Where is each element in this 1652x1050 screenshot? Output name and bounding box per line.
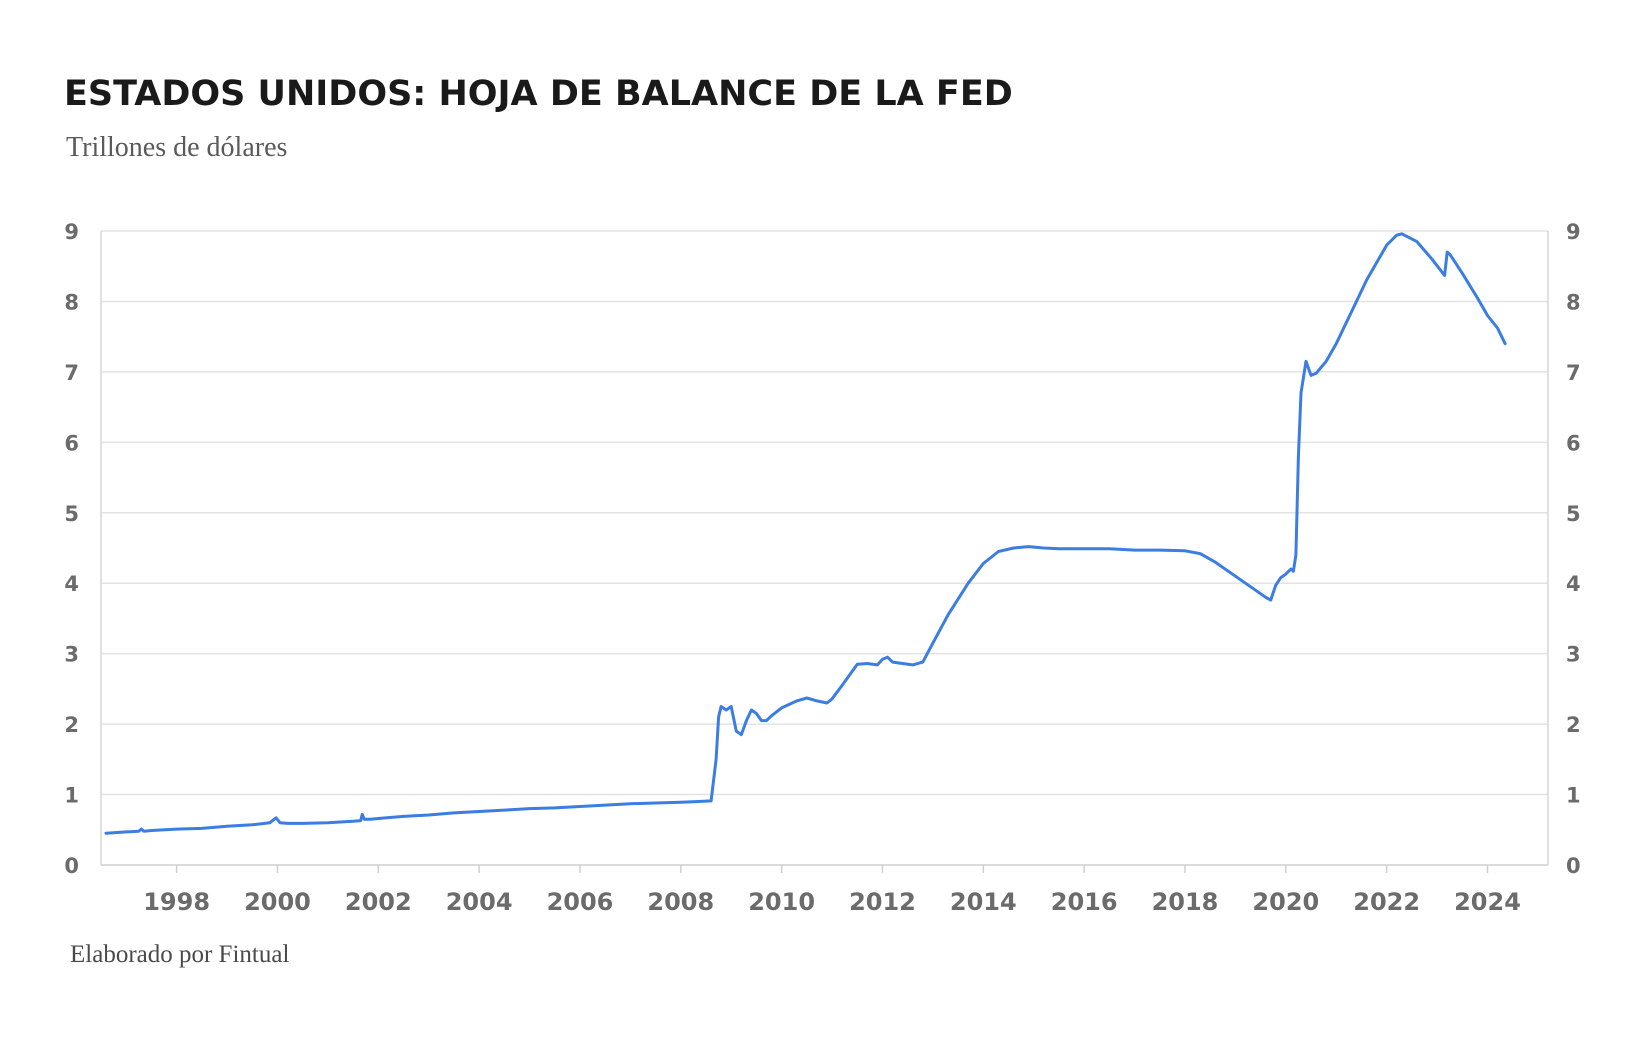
x-tick-label: 2024 xyxy=(1454,888,1521,916)
x-tick-label: 2020 xyxy=(1252,888,1319,916)
x-tick-label: 2010 xyxy=(748,888,815,916)
y-tick-labels-left: 0 1 2 3 4 5 6 7 8 9 xyxy=(64,220,79,878)
y-tick-labels-right: 0 1 2 3 4 5 6 7 8 9 xyxy=(1566,220,1581,878)
y-tick-label-right: 2 xyxy=(1566,713,1581,737)
y-tick-label-left: 2 xyxy=(64,713,79,737)
y-tick-label-right: 7 xyxy=(1566,361,1581,385)
x-tick-label: 2016 xyxy=(1051,888,1118,916)
y-tick-label-left: 4 xyxy=(64,572,79,596)
y-tick-label-right: 8 xyxy=(1566,290,1581,314)
y-tick-label-right: 3 xyxy=(1566,643,1581,667)
y-tick-label-right: 9 xyxy=(1566,220,1581,244)
x-tick-label: 2000 xyxy=(244,888,311,916)
x-tick-label: 2018 xyxy=(1152,888,1219,916)
x-tick-label: 2022 xyxy=(1353,888,1420,916)
x-tick-label: 2008 xyxy=(647,888,714,916)
y-tick-label-right: 0 xyxy=(1566,854,1581,878)
y-tick-label-left: 0 xyxy=(64,854,79,878)
x-tick-label: 2004 xyxy=(446,888,513,916)
y-tick-label-left: 6 xyxy=(64,431,79,455)
y-tick-label-left: 7 xyxy=(64,361,79,385)
y-tick-label-right: 4 xyxy=(1566,572,1581,596)
series-line xyxy=(104,232,1507,835)
series-lines xyxy=(104,232,1507,835)
x-tick-label: 2006 xyxy=(547,888,614,916)
chart-title: ESTADOS UNIDOS: HOJA DE BALANCE DE LA FE… xyxy=(64,74,1013,114)
y-tick-label-left: 5 xyxy=(64,502,79,526)
gridlines xyxy=(101,230,1548,866)
axes xyxy=(100,231,1549,873)
y-tick-label-left: 8 xyxy=(64,290,79,314)
y-tick-label-right: 6 xyxy=(1566,431,1581,455)
x-tick-label: 2002 xyxy=(345,888,412,916)
y-tick-label-left: 9 xyxy=(64,220,79,244)
y-tick-label-right: 5 xyxy=(1566,502,1581,526)
x-tick-label: 2014 xyxy=(950,888,1017,916)
x-tick-label: 2012 xyxy=(849,888,916,916)
y-tick-label-right: 1 xyxy=(1566,784,1581,808)
chart-subtitle: Trillones de dólares xyxy=(66,132,288,163)
y-tick-label-left: 3 xyxy=(64,643,79,667)
y-tick-label-left: 1 xyxy=(64,784,79,808)
x-tick-label: 1998 xyxy=(143,888,210,916)
x-tick-labels: 1998 2000 2002 2004 2006 2008 2010 2012 2014 2016… xyxy=(143,888,1521,916)
chart-source: Elaborado por Fintual xyxy=(70,941,290,968)
